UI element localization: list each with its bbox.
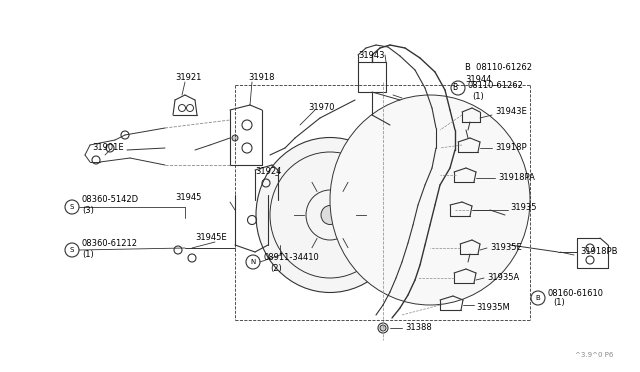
Text: (1): (1) bbox=[553, 298, 564, 308]
Text: 08911-34410: 08911-34410 bbox=[263, 253, 319, 263]
Text: 31935A: 31935A bbox=[487, 273, 519, 282]
Circle shape bbox=[380, 325, 386, 331]
Text: 31943: 31943 bbox=[359, 51, 385, 60]
Text: 31935: 31935 bbox=[510, 203, 536, 212]
Text: 31924: 31924 bbox=[255, 167, 282, 176]
Text: B: B bbox=[536, 295, 540, 301]
Text: 31388: 31388 bbox=[405, 324, 432, 333]
Text: 31970: 31970 bbox=[308, 103, 335, 112]
Bar bbox=[358, 62, 386, 92]
Text: 31901E: 31901E bbox=[92, 144, 124, 153]
Text: (1): (1) bbox=[472, 92, 484, 100]
Text: 31935E: 31935E bbox=[490, 244, 522, 253]
Text: 31918PA: 31918PA bbox=[498, 173, 535, 183]
Text: 31945E: 31945E bbox=[195, 234, 227, 243]
Text: (3): (3) bbox=[82, 205, 94, 215]
Text: S: S bbox=[70, 247, 74, 253]
Text: 31943E: 31943E bbox=[495, 108, 527, 116]
Ellipse shape bbox=[256, 138, 404, 292]
Text: B  08110-61262: B 08110-61262 bbox=[465, 64, 532, 73]
Text: ^3.9^0 P6: ^3.9^0 P6 bbox=[575, 352, 613, 358]
Text: N: N bbox=[250, 259, 255, 265]
Text: 31918P: 31918P bbox=[495, 144, 527, 153]
Ellipse shape bbox=[321, 205, 339, 224]
Text: (1): (1) bbox=[82, 250, 93, 259]
Text: 31944: 31944 bbox=[465, 76, 492, 84]
Text: 31918PB: 31918PB bbox=[580, 247, 618, 257]
Text: 31935M: 31935M bbox=[476, 304, 509, 312]
Text: B: B bbox=[452, 83, 458, 93]
Text: S: S bbox=[70, 204, 74, 210]
Text: 08160-61610: 08160-61610 bbox=[547, 289, 603, 298]
Ellipse shape bbox=[330, 95, 530, 305]
Text: 08360-5142D: 08360-5142D bbox=[82, 196, 139, 205]
Text: 31945: 31945 bbox=[175, 193, 202, 202]
Text: 08110-61262: 08110-61262 bbox=[467, 81, 523, 90]
Text: 08360-61212: 08360-61212 bbox=[82, 240, 138, 248]
Text: 31918: 31918 bbox=[248, 74, 275, 83]
Text: 31921: 31921 bbox=[175, 74, 202, 83]
Text: (2): (2) bbox=[270, 263, 282, 273]
Circle shape bbox=[232, 135, 238, 141]
